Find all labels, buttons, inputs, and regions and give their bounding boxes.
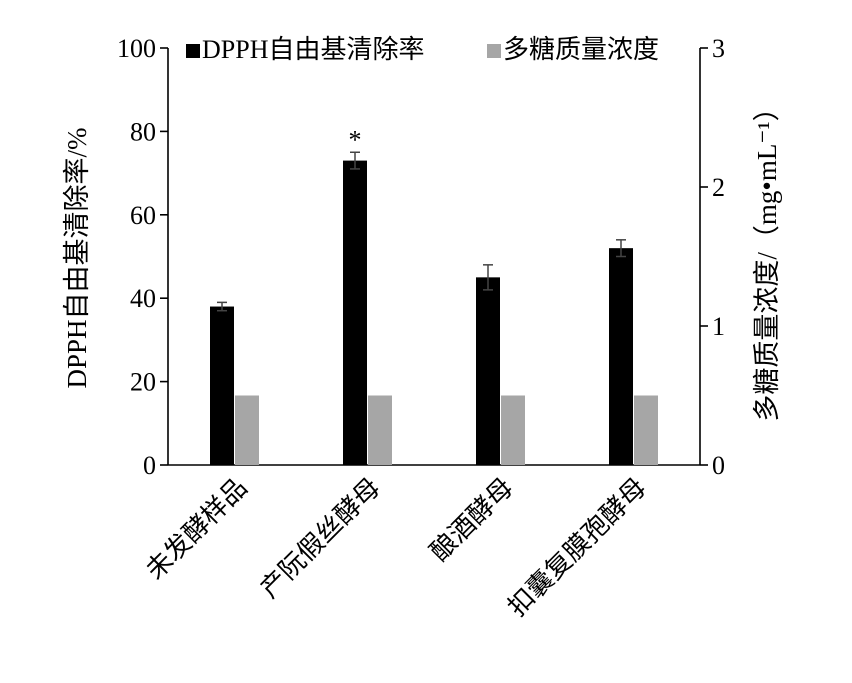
y-tick-label-right: 0 (712, 451, 725, 480)
legend-label-dpph: DPPH自由基清除率 (202, 35, 424, 64)
y-tick-label-right: 3 (712, 34, 725, 63)
y-tick-label-right: 2 (712, 173, 725, 202)
bar-dpph (609, 248, 633, 465)
bar-polysaccharide (634, 395, 658, 465)
legend-swatch-dpph (186, 44, 200, 58)
legend: DPPH自由基清除率 多糖质量浓度 (186, 35, 659, 64)
legend-swatch-polysaccharide (487, 44, 501, 58)
bar-dpph (210, 306, 234, 465)
y-axis-title-right: 多糖质量浓度/（mg•mL⁻¹） (752, 94, 782, 421)
bar-polysaccharide (235, 395, 259, 465)
y-tick-label-left: 20 (130, 368, 156, 397)
x-category-label: 产阮假丝酵母 (255, 473, 386, 604)
y-tick-label-left: 60 (130, 201, 156, 230)
y-tick-label-left: 100 (117, 34, 156, 63)
bar-dpph (476, 277, 500, 465)
y-ticks-left: 0 20 40 60 80 100 (117, 34, 168, 480)
significance-marker: * (349, 125, 362, 154)
y-tick-label-left: 40 (130, 284, 156, 313)
x-category-label: 酿酒酵母 (425, 473, 519, 567)
bar-dpph (343, 160, 367, 465)
y-ticks-right: 0 1 2 3 (700, 34, 725, 480)
y-axis-title-left: DPPH自由基清除率/% (62, 127, 92, 388)
x-category-label: 未发酵样品 (140, 473, 252, 585)
bar-polysaccharide (368, 395, 392, 465)
y-tick-label-left: 80 (130, 117, 156, 146)
legend-label-polysaccharide: 多糖质量浓度 (503, 35, 659, 64)
y-tick-label-left: 0 (143, 451, 156, 480)
x-category-label: 扣囊复膜孢酵母 (503, 473, 652, 622)
bar-polysaccharide (501, 395, 525, 465)
bars: * (210, 125, 658, 465)
y-tick-label-right: 1 (712, 312, 725, 341)
